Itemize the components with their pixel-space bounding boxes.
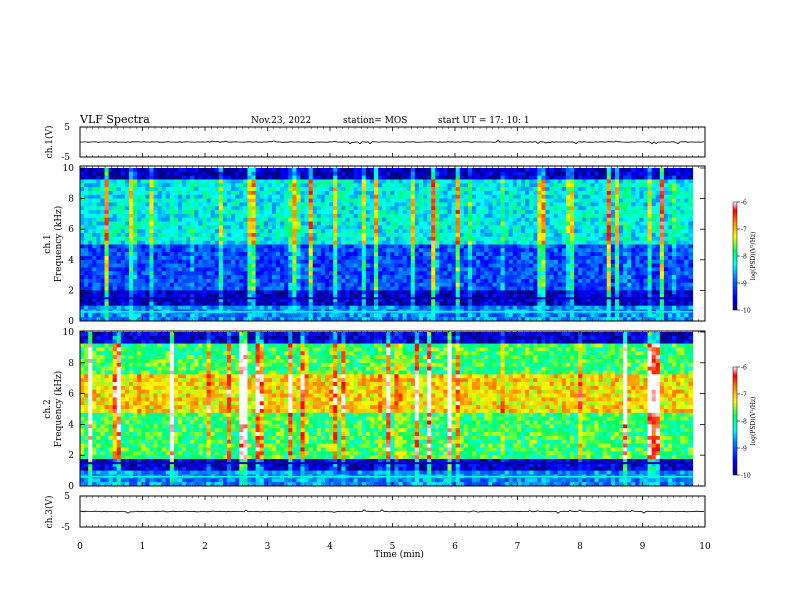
y-tick-label: 0 — [68, 482, 74, 492]
colorbar-tick-label: -7 — [741, 392, 747, 399]
colorbar-tick-label: -8 — [741, 419, 747, 426]
y-tick-label: 10 — [63, 164, 75, 174]
x-tick-label: 2 — [202, 542, 208, 552]
station-label: station= MOS — [343, 116, 407, 126]
y-tick-label: 5 — [64, 123, 70, 133]
figure-title: VLF Spectra — [79, 113, 150, 126]
ch1-spectrogram-ylabel-frequency: Frequency (kHz) — [53, 206, 64, 283]
ch1-waveform — [79, 139, 705, 145]
x-tick-label: 7 — [515, 542, 521, 552]
x-tick-label: 3 — [265, 542, 271, 552]
x-tick-label: 8 — [577, 542, 583, 552]
colorbar-tick-label: -6 — [741, 365, 747, 372]
colorbar-tick-label: -9 — [741, 281, 747, 288]
ch1-spectrogram-ylabel-channel: ch.1 — [43, 234, 53, 253]
y-tick-label: -5 — [61, 523, 70, 533]
y-tick-label: 10 — [63, 328, 75, 338]
ch1-waveform-ylabel: ch.1(V) — [44, 126, 55, 159]
x-axis-label: Time (min) — [374, 549, 424, 560]
y-tick-label: 4 — [68, 256, 74, 266]
x-tick-label: 5 — [390, 542, 396, 552]
x-tick-label: 1 — [140, 542, 146, 552]
ch1-colorbar — [732, 201, 738, 311]
y-tick-label: 6 — [68, 390, 74, 400]
axes-group: 0 1 2 3 4 5 6 7 8 9 10024681002468105-55-5-6-7-8-9… — [61, 123, 751, 552]
ch1-colorbar-label: log(PSD)(V²/Hz) — [750, 232, 757, 281]
colorbar-tick-label: -6 — [741, 200, 747, 207]
x-tick-label: 10 — [699, 542, 711, 552]
y-tick-label: 8 — [68, 195, 74, 205]
y-tick-label: 8 — [68, 359, 74, 369]
colorbar-tick-label: -8 — [741, 254, 747, 261]
start-time-label: start UT = 17: 10: 1 — [438, 116, 530, 126]
colorbar-tick-label: -7 — [741, 227, 747, 234]
ch2-colorbar — [732, 366, 738, 476]
ch3-waveform-ylabel: ch.3(V) — [44, 496, 55, 529]
date-label: Nov.23, 2022 — [251, 116, 311, 126]
x-tick-label: 0 — [77, 542, 83, 552]
ch1-spectrogram — [80, 168, 694, 321]
colorbar-tick-label: -10 — [741, 308, 751, 315]
x-tick-label: 9 — [640, 542, 646, 552]
ch1-waveform-line — [79, 139, 705, 145]
ch2-colorbar-label: log(PSD)(V²/Hz) — [750, 397, 757, 446]
y-tick-label: 4 — [68, 420, 74, 430]
y-tick-label: 5 — [64, 492, 70, 502]
ch2-spectrogram-ylabel-channel: ch.2 — [43, 399, 53, 418]
y-tick-label: -5 — [61, 153, 70, 163]
x-tick-label: 4 — [327, 542, 333, 552]
colorbar-tick-label: -9 — [741, 446, 747, 453]
colorbar-tick-label: -10 — [741, 473, 751, 480]
y-tick-label: 6 — [68, 225, 74, 235]
ch2-spectrogram-ylabel-frequency: Frequency (kHz) — [53, 371, 64, 448]
y-tick-label: 0 — [68, 317, 74, 327]
x-tick-label: 6 — [452, 542, 458, 552]
ch3-waveform-line — [79, 509, 705, 514]
y-tick-label: 2 — [68, 286, 74, 296]
ch3-waveform — [79, 509, 705, 514]
ch2-spectrogram — [80, 332, 694, 486]
y-tick-label: 2 — [68, 451, 74, 461]
